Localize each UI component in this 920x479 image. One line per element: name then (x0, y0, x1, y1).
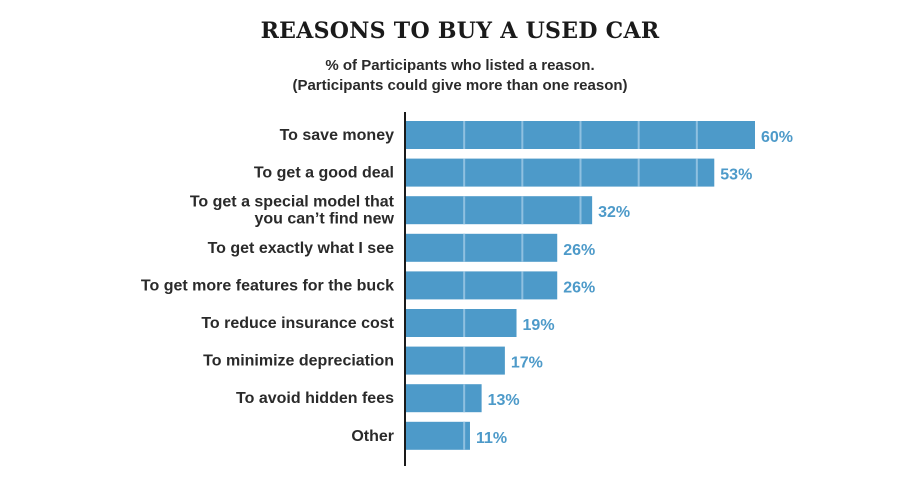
chart-subtitle-line1: % of Participants who listed a reason. (325, 57, 595, 74)
bars-layer: 60% To save money 53% To get a good deal 32%… (141, 121, 793, 450)
category-label: To minimize depreciation (203, 353, 394, 370)
chart-subtitle-line2: (Participants could give more than one r… (292, 77, 628, 94)
category-label: To save money (280, 127, 395, 144)
value-label: 13% (488, 392, 520, 409)
category-label: To get a good deal (254, 165, 394, 182)
value-label: 60% (761, 129, 793, 146)
category-label: To get a special model that (190, 194, 395, 211)
category-label: Other (351, 428, 394, 445)
bar (406, 384, 482, 413)
bar (406, 346, 505, 375)
bar (406, 233, 558, 262)
bar (406, 158, 715, 187)
category-label: you can’t find new (254, 211, 394, 228)
category-label: To get exactly what I see (208, 240, 395, 257)
value-label: 19% (523, 317, 555, 334)
bar (406, 309, 517, 337)
value-label: 53% (720, 167, 752, 184)
chart-title: REASONS TO BUY A USED CAR (260, 18, 660, 44)
value-label: 32% (598, 204, 630, 221)
value-label: 26% (563, 279, 595, 296)
bar (406, 196, 593, 225)
value-label: 17% (511, 355, 543, 372)
category-label: To get more features for the buck (141, 277, 394, 294)
value-label: 26% (563, 242, 595, 259)
bar (406, 421, 470, 450)
value-label: 11% (476, 430, 507, 447)
category-label: To avoid hidden fees (236, 390, 394, 407)
bar (406, 271, 558, 300)
category-label: To reduce insurance cost (201, 315, 394, 332)
